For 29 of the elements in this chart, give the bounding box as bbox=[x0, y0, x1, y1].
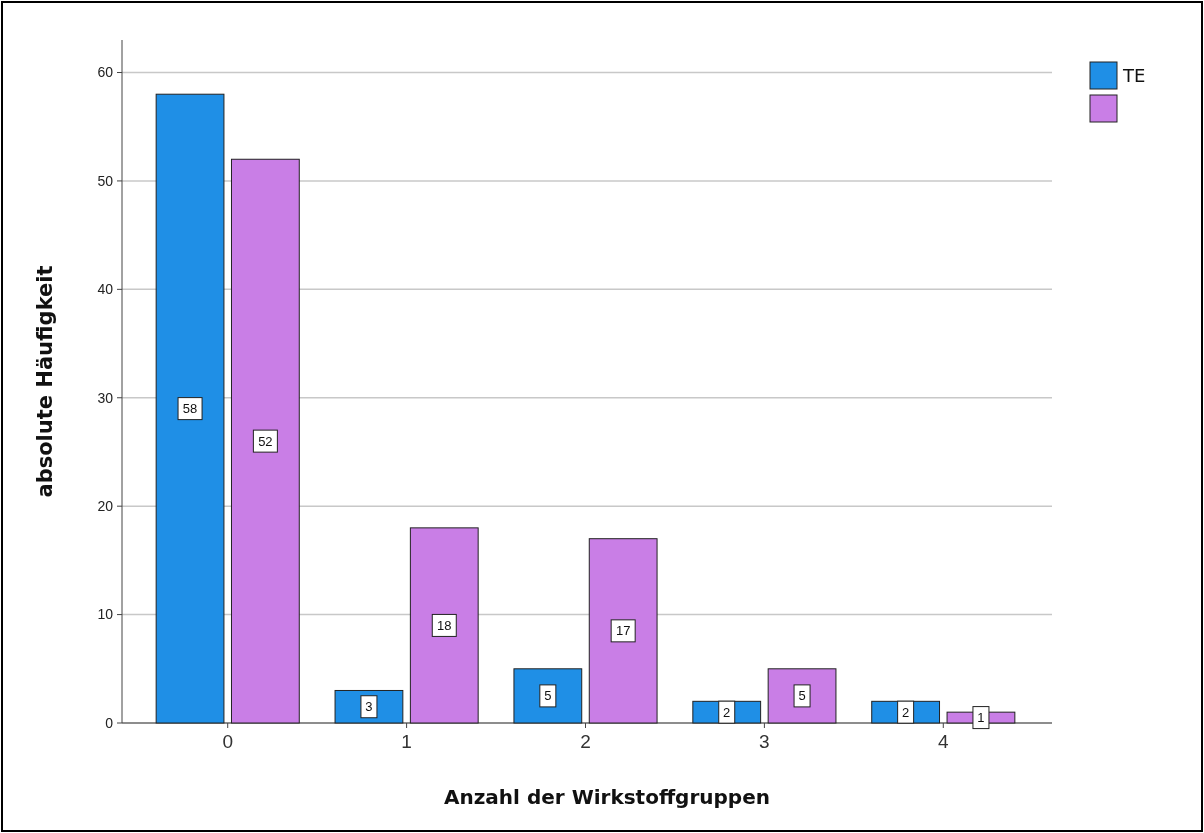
y-tick-label: 10 bbox=[97, 606, 114, 623]
bar bbox=[155, 93, 225, 724]
data-label: 52 bbox=[258, 433, 273, 449]
x-tick-label: 0 bbox=[222, 731, 233, 752]
y-axis-title: absolute Häufigkeit bbox=[33, 265, 57, 498]
data-label: 2 bbox=[723, 704, 731, 720]
y-tick-label: 0 bbox=[105, 714, 114, 731]
x-tick-label: 3 bbox=[759, 731, 770, 752]
y-tick-label: 30 bbox=[97, 389, 114, 406]
data-label: 2 bbox=[902, 704, 910, 720]
data-label: 5 bbox=[798, 688, 806, 704]
bar bbox=[409, 527, 479, 724]
bar bbox=[588, 538, 658, 724]
data-label: 18 bbox=[437, 617, 452, 633]
x-axis-title: Anzahl der Wirkstoffgruppen bbox=[444, 785, 770, 809]
data-label: 5 bbox=[544, 688, 552, 704]
data-label: 3 bbox=[365, 699, 373, 715]
data-label: 58 bbox=[182, 401, 198, 417]
x-tick-label: 1 bbox=[401, 731, 412, 752]
bar bbox=[230, 158, 300, 724]
data-label: 1 bbox=[977, 710, 985, 726]
y-tick-label: 40 bbox=[97, 281, 114, 298]
x-tick-label: 4 bbox=[938, 731, 949, 752]
data-label: 17 bbox=[615, 623, 631, 639]
legend-label: TE bbox=[1122, 65, 1146, 87]
y-tick-label: 20 bbox=[97, 498, 114, 515]
y-tick-label: 60 bbox=[97, 64, 114, 81]
y-tick-label: 50 bbox=[97, 172, 114, 189]
x-tick-label: 2 bbox=[580, 731, 591, 752]
